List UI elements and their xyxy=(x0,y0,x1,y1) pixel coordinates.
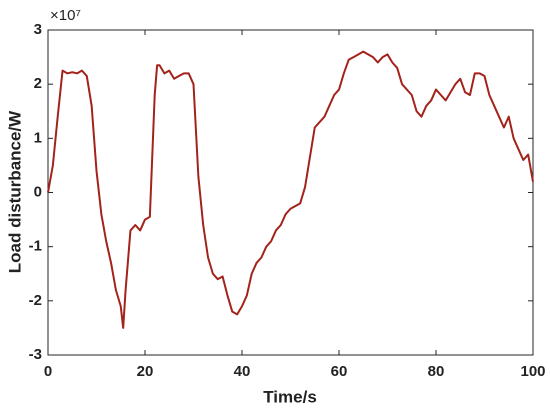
x-tick-label: 0 xyxy=(44,363,52,380)
y-tick-label: 3 xyxy=(34,21,42,38)
x-tick-label: 40 xyxy=(234,363,251,380)
x-tick-label: 80 xyxy=(428,363,445,380)
y-tick-label: -2 xyxy=(29,292,42,309)
y-multiplier: ×10⁷ xyxy=(50,7,81,24)
y-axis-label: Load disturbance/W xyxy=(5,110,24,273)
y-tick-label: 0 xyxy=(34,183,42,200)
x-tick-label: 60 xyxy=(331,363,348,380)
x-tick-label: 100 xyxy=(520,363,545,380)
data-line xyxy=(47,50,534,329)
y-tick-label: 1 xyxy=(34,129,42,146)
x-axis-label: Time/s xyxy=(263,387,317,406)
y-tick-label: -3 xyxy=(29,346,42,363)
y-tick-label: 2 xyxy=(34,75,42,92)
y-tick-label: -1 xyxy=(29,238,42,255)
x-tick-label: 20 xyxy=(137,363,154,380)
